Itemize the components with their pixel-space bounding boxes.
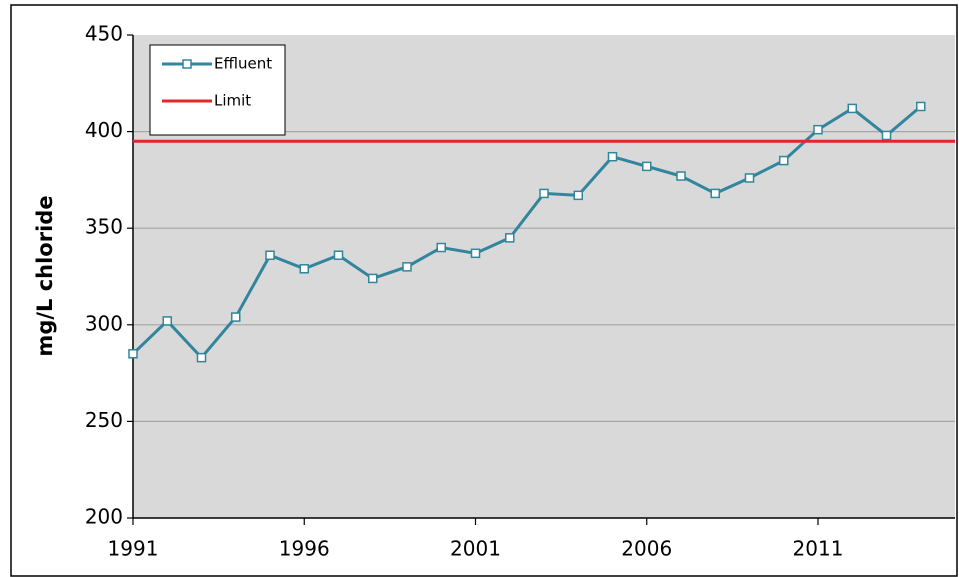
data-point xyxy=(470,248,481,259)
legend-box xyxy=(149,44,286,136)
data-point xyxy=(402,262,412,272)
y-tick-label: 250 xyxy=(85,408,123,432)
data-point xyxy=(744,173,755,183)
legend-label: Limit xyxy=(214,92,251,110)
data-point xyxy=(333,250,344,260)
y-tick-label: 300 xyxy=(85,311,123,335)
data-point xyxy=(881,130,892,141)
x-tick-label: 1996 xyxy=(279,537,330,561)
x-tick-label: 2011 xyxy=(793,537,844,561)
x-tick-label: 2006 xyxy=(621,537,672,561)
x-tick-label: 2001 xyxy=(450,537,501,561)
x-tick-label: 1991 xyxy=(108,537,159,561)
data-point xyxy=(710,188,720,199)
data-point xyxy=(505,233,515,243)
y-axis-label: mg/L chloride xyxy=(33,195,57,356)
data-point xyxy=(676,171,686,181)
legend-label: Effluent xyxy=(214,55,272,73)
data-point xyxy=(128,349,138,359)
data-point xyxy=(642,161,652,172)
data-line xyxy=(131,105,922,360)
data-point xyxy=(265,250,275,260)
y-tick-label: 400 xyxy=(85,118,123,142)
legend-marker xyxy=(182,59,192,69)
data-point xyxy=(813,124,823,135)
data-point xyxy=(916,101,926,112)
data-point xyxy=(162,316,172,326)
data-point xyxy=(539,188,549,199)
y-tick-label: 450 xyxy=(85,22,123,46)
y-tick-label: 200 xyxy=(85,505,123,529)
data-point xyxy=(573,190,583,201)
data-point xyxy=(607,151,618,162)
data-point xyxy=(847,103,857,114)
data-point xyxy=(436,242,446,253)
data-point xyxy=(779,155,789,166)
data-point xyxy=(299,264,309,274)
y-tick-label: 350 xyxy=(85,215,123,239)
data-point xyxy=(368,273,378,284)
data-point xyxy=(196,352,207,363)
data-point xyxy=(231,312,241,322)
